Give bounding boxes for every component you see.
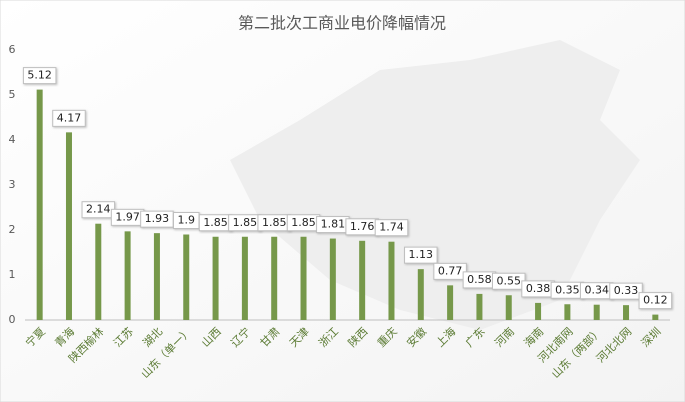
value-label-box <box>609 282 643 300</box>
value-label: 1.81 <box>321 218 346 231</box>
bar <box>447 285 454 320</box>
bar <box>241 236 248 320</box>
value-label: 4.17 <box>57 111 82 124</box>
y-tick-label: 0 <box>9 313 16 326</box>
value-label: 0.33 <box>614 284 639 297</box>
value-label-box <box>638 292 673 310</box>
value-label: 0.55 <box>497 274 522 287</box>
y-tick-label: 1 <box>9 268 16 281</box>
value-label-box <box>374 219 409 237</box>
bar <box>183 234 190 320</box>
value-label: 1.93 <box>145 212 170 225</box>
y-tick-label: 4 <box>9 133 16 146</box>
bar <box>95 223 102 320</box>
bar <box>652 314 659 320</box>
value-label-box <box>404 246 438 264</box>
value-label: 1.85 <box>203 216 228 229</box>
bar <box>329 238 336 320</box>
value-label: 0.35 <box>555 283 580 296</box>
value-label-box <box>22 67 57 85</box>
y-tick-label: 6 <box>9 43 16 56</box>
bar <box>388 241 395 320</box>
bar <box>593 304 600 320</box>
value-label: 2.14 <box>86 203 111 216</box>
value-label: 1.85 <box>262 216 287 229</box>
value-label: 0.58 <box>467 273 492 286</box>
bar <box>65 132 72 320</box>
y-tick-label: 2 <box>9 223 16 236</box>
value-label: 0.34 <box>584 284 609 297</box>
value-label: 0.12 <box>643 294 668 307</box>
bar <box>212 236 219 320</box>
value-label-box <box>433 262 467 280</box>
bar <box>124 231 131 320</box>
bar <box>417 269 424 320</box>
y-tick-label: 5 <box>9 88 16 101</box>
value-label: 1.76 <box>350 220 375 233</box>
value-label: 5.12 <box>27 69 52 82</box>
value-label: 1.85 <box>233 216 258 229</box>
value-label: 1.85 <box>291 216 316 229</box>
chart-title: 第二批次工商业电价降幅情况 <box>238 14 446 33</box>
value-label-box <box>52 109 86 127</box>
bar <box>476 293 483 320</box>
bar <box>300 236 307 320</box>
bar <box>271 236 278 320</box>
bar <box>564 304 571 320</box>
value-label: 1.9 <box>178 214 196 227</box>
value-label: 0.77 <box>438 264 463 277</box>
value-label: 1.97 <box>115 210 140 223</box>
bar <box>153 233 160 320</box>
bar <box>36 89 43 320</box>
bar <box>359 240 366 320</box>
bar <box>535 302 542 320</box>
value-label: 1.13 <box>409 248 434 261</box>
value-label: 1.74 <box>379 221 404 234</box>
value-label: 0.38 <box>526 282 551 295</box>
bar <box>623 305 630 320</box>
y-tick-label: 3 <box>9 178 16 191</box>
bar <box>505 295 512 320</box>
